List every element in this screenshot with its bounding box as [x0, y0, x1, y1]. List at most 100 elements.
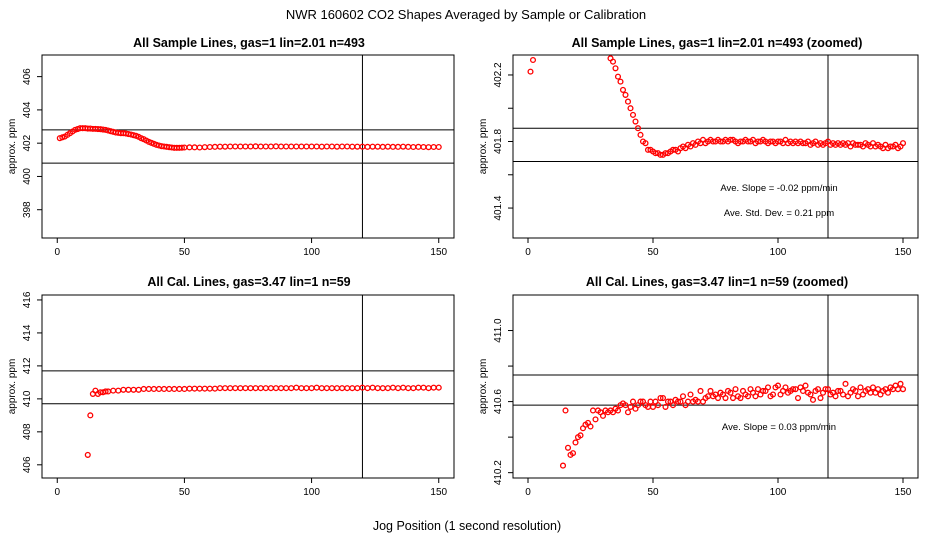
data-point [313, 384, 320, 391]
data-point [166, 385, 173, 393]
data-point [634, 125, 642, 132]
data-point [809, 396, 817, 403]
data-point [884, 389, 892, 396]
y-axis: 401.4 401.8 402.2 [493, 62, 513, 221]
data-point [529, 56, 537, 64]
data-point [659, 394, 667, 402]
data-point [211, 143, 218, 150]
data-point [288, 143, 295, 150]
data-point [349, 143, 356, 150]
data-point [794, 394, 802, 402]
data-point [679, 393, 687, 400]
x-tick-label: 50 [647, 487, 659, 498]
data-point [150, 385, 157, 393]
y-axis-label: approx. ppm [478, 119, 489, 175]
data-point [669, 402, 677, 409]
data-point [410, 385, 417, 392]
x-axis: 0 50 100 150 [525, 238, 912, 258]
chart-title: All Sample Lines, gas=1 lin=2.01 n=493 (… [572, 36, 863, 50]
y-tick-label: 414 [22, 324, 33, 341]
data-point [405, 143, 412, 150]
x-tick-label: 0 [525, 247, 531, 258]
data-point [899, 386, 907, 393]
y-tick-label: 416 [22, 291, 33, 308]
data-point [272, 143, 280, 150]
data-point [729, 394, 737, 402]
data-point [84, 451, 91, 458]
chart-title: All Sample Lines, gas=1 lin=2.01 n=493 [133, 36, 365, 50]
y-axis-label: approx. ppm [7, 119, 18, 175]
data-point [533, 39, 538, 44]
data-point [792, 386, 799, 393]
data-point [564, 444, 572, 451]
data-point [737, 138, 744, 145]
stat-annotation: Ave. Slope = -0.02 ppm/min [720, 183, 837, 194]
data-point [637, 131, 644, 138]
y-tick-label: 401.8 [493, 129, 504, 154]
data-point [562, 407, 569, 414]
x-tick-label: 150 [430, 247, 447, 258]
data-point [394, 385, 402, 392]
data-point [242, 385, 249, 392]
y-axis: 398 400 402 404 406 [22, 68, 42, 218]
data-point [536, 23, 541, 28]
data-point [622, 402, 629, 409]
plot-frame [41, 54, 455, 239]
data-point [799, 387, 807, 394]
data-point [349, 385, 356, 392]
data-point [364, 385, 371, 392]
data-point [196, 385, 203, 392]
data-point [629, 111, 637, 118]
data-point [283, 143, 290, 150]
data-point [384, 385, 391, 392]
data-point [832, 393, 839, 400]
data-point [867, 389, 874, 396]
data-point [627, 105, 634, 112]
data-point [657, 394, 664, 402]
data-point [323, 385, 330, 392]
x-tick-label: 150 [430, 487, 447, 498]
data-point [664, 398, 672, 405]
data-point [308, 385, 315, 392]
data-point [737, 394, 744, 402]
data-point [674, 398, 682, 405]
data-point [649, 403, 657, 410]
data-point [278, 385, 285, 392]
y-axis-label: approx. ppm [478, 359, 489, 415]
data-point [759, 387, 767, 394]
data-point [897, 380, 904, 387]
figure-title: NWR 160602 CO2 Shapes Averaged by Sample… [286, 7, 646, 22]
data-point [374, 385, 381, 392]
data-point [657, 151, 664, 158]
data-point [298, 143, 305, 150]
data-point [614, 73, 622, 80]
data-point [599, 412, 607, 419]
data-point [894, 386, 902, 393]
data-point [583, 0, 588, 4]
data-point [252, 385, 259, 392]
data-point [339, 143, 346, 150]
x-tick-label: 0 [54, 247, 60, 258]
data-point [257, 143, 264, 150]
data-point [278, 143, 285, 150]
data-points [527, 0, 907, 158]
data-point [354, 143, 361, 150]
x-tick-label: 150 [895, 247, 912, 258]
data-point [899, 140, 907, 147]
data-point [379, 385, 386, 392]
y-tick-label: 402.2 [493, 62, 504, 87]
data-point [262, 385, 269, 392]
data-point [389, 143, 397, 150]
data-point [130, 132, 137, 139]
data-point [115, 387, 122, 394]
data-point [425, 385, 432, 392]
data-point [333, 385, 341, 392]
data-point [774, 382, 782, 389]
data-point [687, 391, 694, 398]
y-tick-label: 408 [22, 423, 33, 440]
data-point [727, 136, 734, 143]
data-point [87, 412, 94, 419]
data-point [669, 146, 677, 153]
x-tick-label: 0 [54, 487, 60, 498]
